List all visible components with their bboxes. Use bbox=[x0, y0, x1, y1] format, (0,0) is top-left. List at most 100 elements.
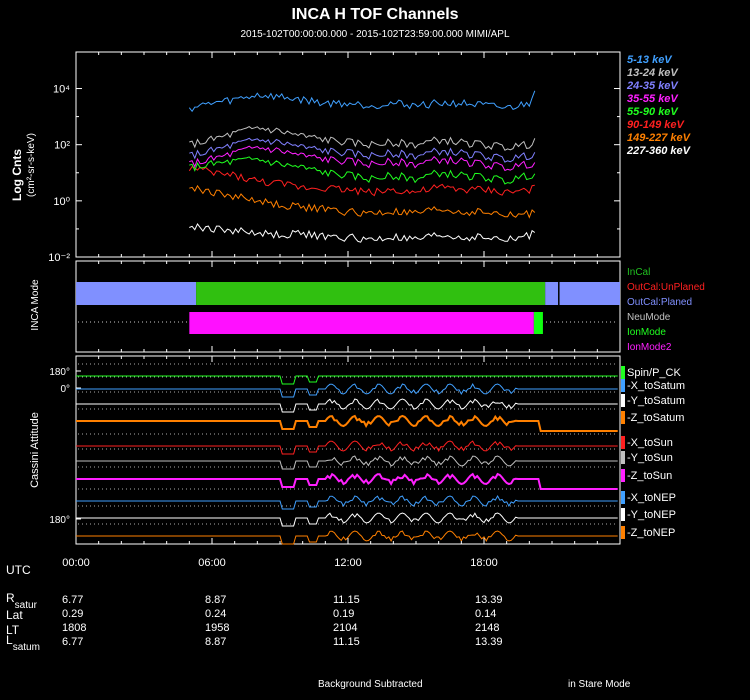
ephemeris-value: 0.19 bbox=[333, 608, 355, 620]
x-axis-label: UTC bbox=[6, 563, 31, 577]
panel3-ytick-label: 180° bbox=[49, 515, 70, 526]
mode-bar-OutCal-Planed bbox=[545, 282, 620, 305]
ephemeris-value: 11.15 bbox=[333, 594, 360, 606]
legend-entry: 55-90 keV bbox=[627, 106, 679, 118]
mode-legend-entry: IonMode2 bbox=[627, 342, 672, 353]
ephemeris-value: 0.29 bbox=[62, 608, 84, 620]
attitude-legend-swatch bbox=[621, 379, 625, 392]
attitude-legend-swatch bbox=[621, 491, 625, 504]
ephemeris-value: 13.39 bbox=[475, 594, 503, 606]
ephemeris-value: 1958 bbox=[205, 622, 230, 634]
ephemeris-label: Rsatur bbox=[6, 591, 37, 611]
x-tick-label: 12:00 bbox=[334, 557, 362, 569]
attitude-legend-entry: -X_toSun bbox=[627, 437, 673, 449]
series-line-5-13-keV bbox=[188, 90, 536, 113]
footer-background-note: Background Subtracted bbox=[318, 679, 423, 690]
attitude-legend-entry: Spin/P_CK bbox=[627, 367, 681, 379]
ephemeris-value: 13.39 bbox=[475, 636, 503, 648]
panel3-ytick-label: 180° bbox=[49, 367, 70, 378]
attitude-series--X_toSun bbox=[76, 440, 618, 455]
attitude-legend-entry: -Y_toSatum bbox=[627, 395, 685, 407]
attitude-legend-entry: -X_toNEP bbox=[627, 492, 676, 504]
panel1-ytick-label: 10² bbox=[54, 140, 70, 152]
chart-subtitle: 2015-102T00:00:00.000 - 2015-102T23:59:0… bbox=[240, 29, 510, 40]
ephemeris-value: 6.77 bbox=[62, 636, 84, 648]
attitude-legend-swatch bbox=[621, 366, 625, 379]
panel1-ytick-label: 10⁻² bbox=[48, 252, 70, 264]
attitude-legend-entry: -Z_toSatum bbox=[627, 412, 684, 424]
panel1-ytick-label: 10⁰ bbox=[53, 196, 70, 208]
attitude-legend-entry: -X_toSatum bbox=[627, 380, 685, 392]
attitude-legend-swatch bbox=[621, 451, 625, 464]
legend-entry: 90-149 keV bbox=[627, 119, 686, 131]
ephemeris-value: 8.87 bbox=[205, 636, 227, 648]
ephemeris-value: 8.87 bbox=[205, 594, 227, 606]
panel1-frame bbox=[75, 51, 621, 258]
ephemeris-label: Lat bbox=[6, 608, 23, 622]
legend-entry: 227-360 keV bbox=[626, 145, 692, 157]
attitude-legend-swatch bbox=[621, 436, 625, 449]
attitude-legend-entry: -Y_toSun bbox=[627, 452, 673, 464]
panel1-ytick-label: 10⁴ bbox=[53, 84, 70, 96]
ephemeris-label: LT bbox=[6, 623, 20, 637]
attitude-legend-swatch bbox=[621, 394, 625, 407]
panel3-frame bbox=[75, 355, 621, 545]
series-line-90-149-keV bbox=[188, 165, 535, 197]
attitude-legend-entry: -Z_toNEP bbox=[627, 527, 675, 539]
ephemeris-value: 2148 bbox=[475, 622, 500, 634]
attitude-series-Spin/P_CK bbox=[76, 375, 618, 385]
attitude-series--Y_toNEP bbox=[76, 512, 618, 527]
legend-entry: 149-227 keV bbox=[627, 132, 692, 144]
ephemeris-value: 2104 bbox=[333, 622, 358, 634]
attitude-series--Y_toSatum bbox=[76, 398, 618, 413]
ephemeris-value: 0.24 bbox=[205, 608, 227, 620]
panel3-ylabel: Cassini Attitude bbox=[29, 412, 41, 488]
series-line-24-35-keV bbox=[189, 137, 536, 163]
panel3-ytick-label: 0° bbox=[60, 384, 70, 395]
legend-entry: 24-35 keV bbox=[626, 80, 679, 92]
mode-legend-entry: InCal bbox=[627, 267, 650, 278]
panel1-ylabel: Log Cnts bbox=[10, 149, 24, 201]
chart-title: INCA H TOF Channels bbox=[291, 6, 459, 23]
series-line-227-360-keV bbox=[189, 223, 536, 243]
series-line-35-55-keV bbox=[189, 145, 536, 172]
series-line-55-90-keV bbox=[189, 156, 536, 185]
mode-legend-entry: IonMode bbox=[627, 327, 666, 338]
x-tick-label: 06:00 bbox=[198, 557, 226, 569]
attitude-legend-entry: -Y_toNEP bbox=[627, 509, 676, 521]
panel2-frame bbox=[75, 260, 621, 353]
mode-legend-entry: NeuMode bbox=[627, 312, 671, 323]
attitude-legend-entry: -Z_toSun bbox=[627, 470, 672, 482]
legend-entry: 13-24 keV bbox=[627, 67, 679, 79]
ephemeris-value: 11.15 bbox=[333, 636, 360, 648]
x-tick-label: 00:00 bbox=[62, 557, 90, 569]
panel2-ylabel: INCA Mode bbox=[30, 279, 41, 331]
ephemeris-value: 1808 bbox=[62, 622, 87, 634]
attitude-series--Z_toNEP bbox=[76, 530, 618, 545]
x-tick-label: 18:00 bbox=[470, 557, 498, 569]
mode-legend-entry: OutCal:UnPlaned bbox=[627, 282, 705, 293]
legend-entry: 5-13 keV bbox=[627, 54, 673, 66]
attitude-series--Z_toSun bbox=[76, 472, 618, 490]
attitude-series--Y_toSun bbox=[76, 455, 618, 470]
mode-bar-IonMode2 bbox=[189, 312, 534, 334]
ephemeris-label-subscript: satur bbox=[14, 600, 37, 611]
panel1-ylabel-units: (cm²-sr-s-keV) bbox=[26, 133, 37, 197]
ephemeris-value: 6.77 bbox=[62, 594, 84, 606]
footer-stare-note: in Stare Mode bbox=[568, 679, 631, 690]
mode-bar-IonMode bbox=[533, 312, 543, 334]
attitude-legend-swatch bbox=[621, 508, 625, 521]
attitude-series--Z_toSatum bbox=[76, 414, 618, 432]
mode-bar-OutCal-Planed bbox=[76, 282, 197, 305]
legend-entry: 35-55 keV bbox=[627, 93, 679, 105]
series-line-149-227-keV bbox=[189, 184, 536, 219]
ephemeris-value: 0.14 bbox=[475, 608, 497, 620]
mode-legend-entry: OutCal:Planed bbox=[627, 297, 692, 308]
attitude-series--X_toNEP bbox=[76, 494, 618, 510]
attitude-legend-swatch bbox=[621, 526, 625, 539]
series-line-13-24-keV bbox=[189, 126, 536, 151]
mode-bar-InCal bbox=[196, 282, 546, 305]
attitude-legend-swatch bbox=[621, 411, 625, 424]
attitude-series--X_toSatum bbox=[76, 383, 618, 398]
